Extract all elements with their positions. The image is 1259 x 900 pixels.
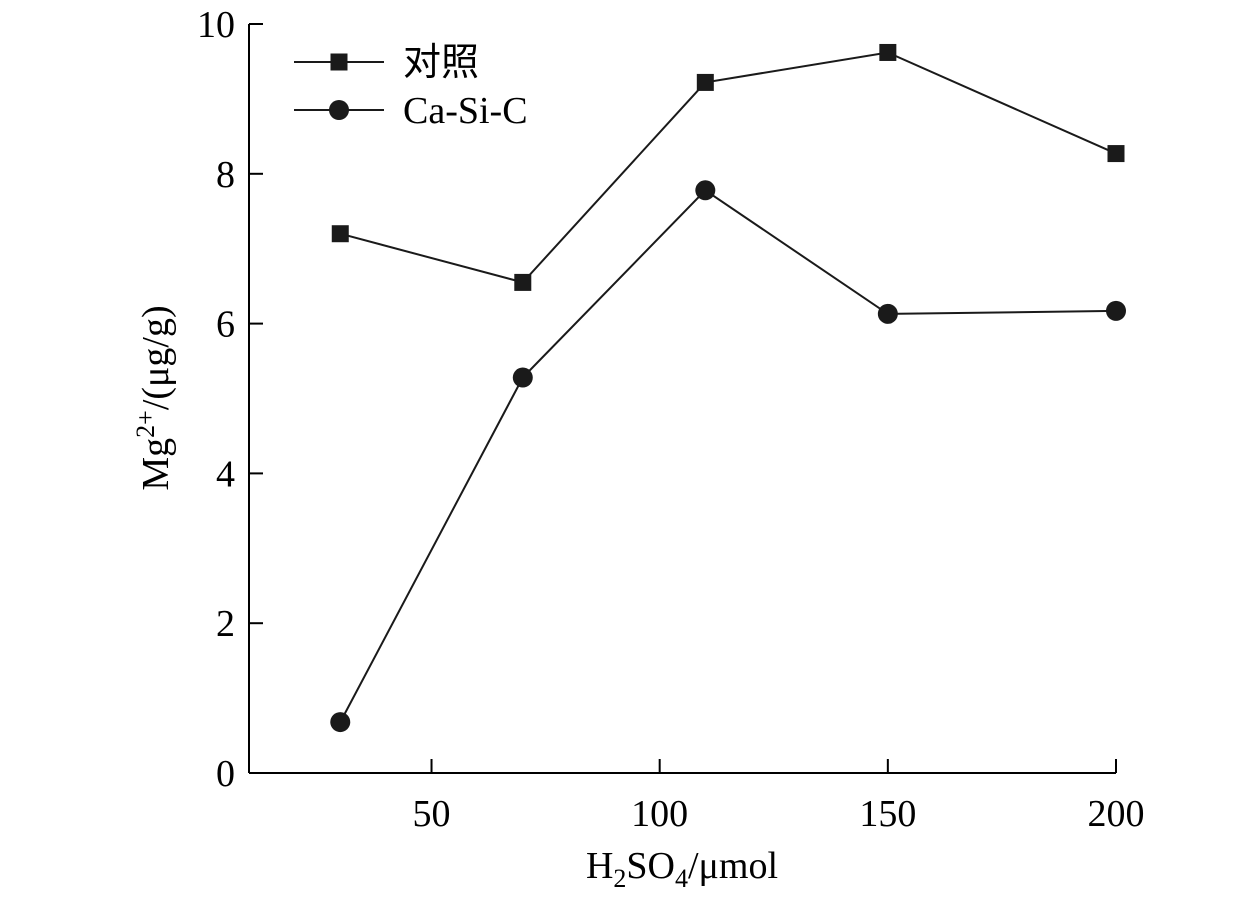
y-tick-label: 0 [216, 753, 235, 795]
data-point [879, 43, 897, 61]
legend-marker [329, 100, 349, 120]
x-tick-label: 150 [859, 793, 916, 835]
y-tick-label: 8 [216, 154, 235, 196]
data-point [695, 180, 716, 201]
legend-item: 对照 [294, 42, 479, 84]
data-point [696, 73, 714, 91]
y-tick-label: 4 [216, 453, 235, 495]
y-tick-label: 2 [216, 603, 235, 645]
data-point [514, 273, 532, 291]
data-point [1107, 145, 1125, 163]
x-axis-label: H2SO4/μmol [586, 845, 778, 893]
y-tick-label: 6 [216, 304, 235, 346]
data-point [331, 225, 349, 243]
legend-marker [330, 53, 348, 71]
series-1 [331, 43, 1125, 291]
x-tick-label: 50 [413, 793, 451, 835]
legend-label: Ca-Si-C [403, 90, 528, 132]
data-point [512, 367, 533, 388]
data-point [1106, 300, 1126, 321]
data-point [877, 303, 898, 324]
x-tick-label: 100 [631, 793, 688, 835]
series-line [340, 51, 1117, 284]
series-2 [330, 180, 1126, 733]
series-line [339, 189, 1117, 723]
x-tick-label: 200 [1088, 793, 1145, 835]
legend-label: 对照 [403, 42, 479, 84]
axes: 0 2 4 6 8 10 50 100 150 200 [197, 4, 1145, 835]
data-point [330, 712, 351, 733]
y-tick-label: 10 [197, 4, 235, 46]
y-axis-label: Mg2+/(μg/g) [131, 305, 177, 490]
legend: 对照 Ca-Si-C [294, 42, 528, 132]
legend-item: Ca-Si-C [294, 90, 528, 132]
series-layer [330, 43, 1126, 733]
